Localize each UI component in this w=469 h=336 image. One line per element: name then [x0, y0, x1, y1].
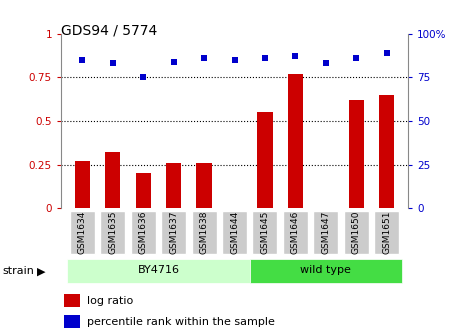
Bar — [257, 112, 272, 208]
FancyBboxPatch shape — [344, 211, 369, 254]
Text: GSM1638: GSM1638 — [199, 211, 209, 254]
FancyBboxPatch shape — [250, 259, 402, 283]
FancyBboxPatch shape — [313, 211, 338, 254]
Bar — [379, 95, 394, 208]
Bar — [136, 173, 151, 208]
FancyBboxPatch shape — [191, 211, 217, 254]
Bar — [348, 100, 364, 208]
Text: GSM1635: GSM1635 — [108, 211, 117, 254]
Point — [109, 60, 116, 66]
Text: strain: strain — [2, 266, 34, 276]
Point — [170, 59, 177, 64]
FancyBboxPatch shape — [67, 259, 250, 283]
Text: GSM1634: GSM1634 — [78, 211, 87, 254]
FancyBboxPatch shape — [283, 211, 308, 254]
FancyBboxPatch shape — [222, 211, 247, 254]
Bar — [105, 153, 121, 208]
Text: BY4716: BY4716 — [137, 265, 179, 275]
Text: GSM1650: GSM1650 — [352, 211, 361, 254]
FancyBboxPatch shape — [70, 211, 95, 254]
Text: GSM1636: GSM1636 — [139, 211, 148, 254]
Bar — [75, 161, 90, 208]
Bar — [64, 294, 80, 307]
FancyBboxPatch shape — [100, 211, 125, 254]
Point — [383, 50, 391, 55]
Text: GSM1637: GSM1637 — [169, 211, 178, 254]
FancyBboxPatch shape — [161, 211, 186, 254]
Point — [353, 55, 360, 61]
Point — [200, 55, 208, 61]
Text: GSM1646: GSM1646 — [291, 211, 300, 254]
Point — [139, 75, 147, 80]
Text: ▶: ▶ — [37, 266, 45, 276]
Text: GDS94 / 5774: GDS94 / 5774 — [61, 24, 157, 38]
Point — [231, 57, 238, 62]
Text: GSM1651: GSM1651 — [382, 211, 391, 254]
Point — [78, 57, 86, 62]
Bar — [288, 74, 303, 208]
FancyBboxPatch shape — [252, 211, 278, 254]
Text: GSM1647: GSM1647 — [321, 211, 330, 254]
Point — [322, 60, 330, 66]
Text: wild type: wild type — [300, 265, 351, 275]
FancyBboxPatch shape — [131, 211, 156, 254]
Bar — [197, 163, 212, 208]
Text: percentile rank within the sample: percentile rank within the sample — [87, 317, 275, 327]
Point — [261, 55, 269, 61]
Bar — [166, 163, 181, 208]
Point — [292, 54, 299, 59]
Bar — [64, 315, 80, 328]
Text: GSM1645: GSM1645 — [260, 211, 270, 254]
FancyBboxPatch shape — [374, 211, 399, 254]
Text: log ratio: log ratio — [87, 296, 133, 306]
Text: GSM1644: GSM1644 — [230, 211, 239, 254]
